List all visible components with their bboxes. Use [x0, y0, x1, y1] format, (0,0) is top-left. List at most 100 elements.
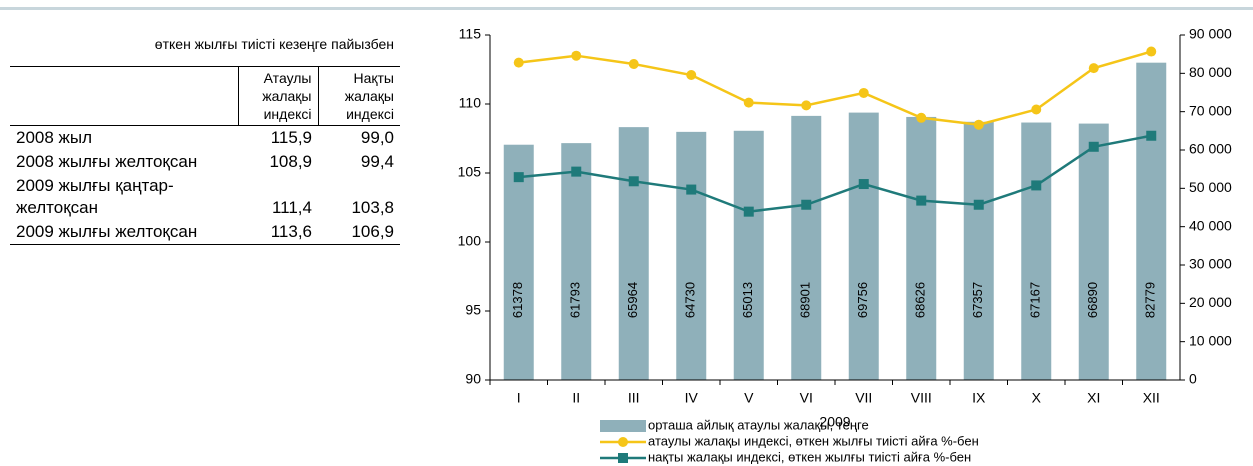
y-tick-label: 110	[459, 95, 482, 111]
bar	[503, 144, 534, 380]
marker	[973, 119, 984, 130]
y-tick-label: 95	[465, 302, 481, 318]
header-cell: Атаулы жалақы индексі	[237, 66, 318, 126]
y2-tick-label: 90 000	[1189, 26, 1232, 42]
legend-label: атаулы жалақы индексі, өткен жылғы тиіст…	[648, 433, 979, 448]
y-tick-label: 105	[458, 164, 482, 180]
header-row: Атаулы жалақы индексі Нақты жалақы индекс…	[10, 66, 400, 126]
marker	[686, 184, 697, 195]
index-table: өткен жылғы тиісті кезеңге пайызбен Атау…	[10, 36, 400, 245]
y2-tick-label: 70 000	[1189, 102, 1232, 118]
marker	[1031, 104, 1042, 115]
marker	[1088, 63, 1099, 74]
bar-label: 65964	[625, 282, 640, 318]
marker	[513, 57, 524, 68]
line	[518, 134, 1152, 213]
table-row: 2008 жылғы желтоқсан 108,9 99,4	[10, 150, 400, 174]
table-row: 2009 жылғы желтоқсан 113,6 106,9	[10, 220, 400, 245]
marker	[628, 58, 639, 69]
bar-label: 68626	[913, 282, 928, 318]
y2-tick-label: 60 000	[1189, 141, 1232, 157]
table-caption: өткен жылғы тиісті кезеңге пайызбен	[154, 36, 394, 52]
top-rule	[0, 7, 1253, 10]
bar	[618, 127, 649, 380]
marker	[1031, 180, 1042, 191]
bar-label: 82779	[1143, 282, 1158, 318]
row-label: 2009 жылғы қаңтар-желтоқсан	[16, 176, 174, 217]
bar	[906, 116, 937, 381]
bar-label: 67167	[1028, 282, 1043, 318]
bar	[791, 115, 822, 380]
marker	[801, 199, 812, 210]
legend-label: нақты жалақы индексі, өткен жылғы тиісті…	[648, 449, 971, 464]
bar	[963, 121, 994, 381]
legend-swatch	[600, 420, 646, 432]
legend-marker	[618, 453, 628, 463]
x-tick-label: VIII	[911, 390, 932, 406]
y-tick-label: 90	[465, 371, 481, 387]
y2-tick-label: 0	[1189, 371, 1197, 387]
x-tick-label: XI	[1087, 390, 1100, 406]
table-value: 115,9	[270, 128, 312, 147]
bar-label: 65013	[740, 282, 755, 318]
bar	[561, 143, 592, 380]
y2-tick-label: 10 000	[1189, 332, 1232, 348]
table-value: 111,4	[271, 198, 312, 217]
marker	[571, 50, 582, 61]
marker	[743, 97, 754, 108]
table-value: 99,4	[360, 152, 394, 171]
x-tick-label: X	[1032, 390, 1042, 406]
x-tick-label: XII	[1143, 390, 1160, 406]
bar-label: 66890	[1085, 282, 1100, 318]
table-value: 106,9	[351, 222, 394, 241]
line	[518, 50, 1152, 126]
table-row: 2009 жылғы қаңтар-желтоқсан 111,4 103,8	[10, 174, 400, 220]
x-axis-label: 2009	[819, 414, 850, 430]
marker	[571, 166, 582, 177]
table-value: 108,9	[269, 152, 312, 171]
marker	[686, 70, 697, 81]
x-tick-label: II	[572, 390, 580, 406]
y2-tick-label: 80 000	[1189, 64, 1232, 80]
x-tick-label: VII	[855, 390, 872, 406]
bar-label: 64730	[683, 282, 698, 318]
y-tick-label: 100	[458, 233, 482, 249]
bar-label: 68901	[798, 282, 813, 318]
bar	[848, 112, 879, 381]
y2-tick-label: 40 000	[1189, 217, 1232, 233]
marker	[1088, 141, 1099, 152]
bar	[733, 130, 764, 380]
marker	[1146, 130, 1157, 141]
bar-label: 69756	[855, 282, 870, 318]
header-cell: Нақты жалақы индексі	[317, 66, 400, 126]
bar-label: 67357	[970, 282, 985, 318]
legend-marker	[618, 437, 628, 447]
bar	[676, 131, 707, 380]
table: Атаулы жалақы индексі Нақты жалақы индекс…	[10, 66, 400, 245]
legend-label: орташа айлық атаулы жалақы, теңге	[648, 417, 869, 432]
x-tick-label: III	[628, 390, 640, 406]
row-label: 2008 жыл	[16, 128, 93, 147]
marker	[1146, 46, 1157, 57]
y2-tick-label: 50 000	[1189, 179, 1232, 195]
marker	[858, 179, 869, 190]
bar-label: 61793	[568, 282, 583, 318]
table-value: 99,0	[360, 128, 394, 147]
table-value: 103,8	[351, 198, 394, 217]
marker	[801, 100, 812, 111]
y2-tick-label: 30 000	[1189, 256, 1232, 272]
marker	[513, 172, 524, 183]
marker	[973, 199, 984, 210]
x-tick-label: VI	[800, 390, 813, 406]
row-label: 2009 жылғы желтоқсан	[16, 222, 198, 241]
bar	[1078, 123, 1109, 381]
marker	[858, 87, 869, 98]
row-label: 2008 жылғы желтоқсан	[16, 152, 198, 171]
bar-label: 61378	[510, 282, 525, 318]
y2-tick-label: 20 000	[1189, 294, 1232, 310]
marker	[916, 112, 927, 123]
x-tick-label: IX	[972, 390, 986, 406]
table-row: 2008 жыл 115,9 99,0	[10, 126, 400, 151]
